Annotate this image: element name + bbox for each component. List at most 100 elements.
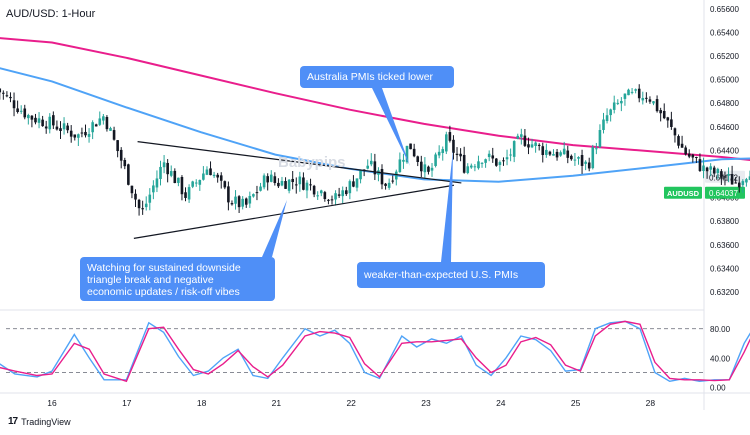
price-tick-label: 0.63600 xyxy=(710,241,739,250)
candle-body xyxy=(298,176,302,185)
candle-body xyxy=(430,167,434,171)
candle-body xyxy=(223,181,227,188)
price-tick-label: 0.64600 xyxy=(710,123,739,132)
candle-body xyxy=(9,96,12,99)
candle-body xyxy=(612,102,616,110)
candle-body xyxy=(620,100,623,104)
candle-body xyxy=(409,143,412,150)
candle-body xyxy=(491,155,495,159)
candle-body xyxy=(162,162,166,168)
candle-body xyxy=(623,93,627,99)
candle-body xyxy=(541,146,545,156)
candle-body xyxy=(130,185,134,194)
candle-body xyxy=(534,142,537,146)
candle-body xyxy=(119,149,123,161)
candle-body xyxy=(84,131,87,136)
candle-body xyxy=(634,89,637,91)
callout-us-pmi: weaker-than-expected U.S. PMIs xyxy=(357,262,545,288)
candle-body xyxy=(112,130,116,140)
candle-body xyxy=(52,115,55,126)
candle-body xyxy=(155,178,159,188)
candle-body xyxy=(437,151,441,156)
candle-body xyxy=(473,166,477,168)
candle-body xyxy=(487,153,491,158)
candle-body xyxy=(480,162,484,164)
candle-body xyxy=(355,178,359,188)
price-tick-label: 0.63800 xyxy=(710,217,739,226)
callout-watching-line-3: economic updates / risk-off vibes xyxy=(87,286,240,298)
candle-body xyxy=(59,128,62,132)
candle-body xyxy=(495,158,498,166)
candle-body xyxy=(659,110,662,114)
candle-body xyxy=(102,116,105,121)
candle-body xyxy=(677,136,680,146)
candle-body xyxy=(305,182,309,191)
candle-body xyxy=(616,102,620,104)
chart-title: AUD/USD: 1-Hour xyxy=(6,8,96,20)
candle-body xyxy=(244,198,248,205)
current-price-badge-text: 0.64037 xyxy=(709,189,738,198)
candle-body xyxy=(184,192,187,198)
candle-body xyxy=(652,101,655,104)
callout-us-pmi-pointer xyxy=(441,150,453,262)
candle-body xyxy=(462,154,466,173)
candle-body xyxy=(398,159,402,173)
candle-body xyxy=(348,181,352,194)
candle-body xyxy=(5,95,9,97)
candle-body xyxy=(602,119,605,130)
symbol-badge-text: AUDUSD xyxy=(667,189,700,198)
candle-body xyxy=(445,134,448,152)
candle-body xyxy=(505,157,509,160)
price-tick-label: 0.64800 xyxy=(710,99,739,108)
candle-body xyxy=(730,174,734,185)
candle-body xyxy=(434,154,437,166)
price-tick-label: 0.63400 xyxy=(710,264,739,273)
ma-fast-line xyxy=(0,67,750,183)
candle-body xyxy=(570,155,573,160)
candle-body xyxy=(109,128,112,131)
candle-body xyxy=(302,177,305,190)
candle-body xyxy=(548,151,552,155)
candle-body xyxy=(484,159,487,163)
candle-body xyxy=(98,118,102,125)
candle-body xyxy=(312,185,316,195)
candle-body xyxy=(673,128,677,136)
candle-body xyxy=(645,97,648,99)
candle-body xyxy=(720,171,723,178)
candle-body xyxy=(323,192,327,200)
candle-body xyxy=(455,153,459,155)
stoch-tick-label: 80.00 xyxy=(710,325,731,334)
candle-body xyxy=(627,89,630,96)
candle-body xyxy=(584,161,587,164)
candle-body xyxy=(327,199,330,201)
candle-body xyxy=(648,99,652,102)
candle-body xyxy=(562,148,566,155)
time-tick-label: 28 xyxy=(646,398,656,408)
candle-body xyxy=(230,203,234,205)
candle-body xyxy=(366,165,370,169)
candle-body xyxy=(87,133,91,137)
time-tick-label: 23 xyxy=(421,398,431,408)
candle-body xyxy=(427,166,430,172)
candle-body xyxy=(662,110,666,119)
candle-body xyxy=(573,159,577,161)
candle-body xyxy=(337,194,341,196)
callout-watching-line-1: Watching for sustained downside xyxy=(87,262,241,274)
candle-body xyxy=(384,183,387,186)
candle-body xyxy=(712,167,716,174)
candle-body xyxy=(587,162,591,169)
candle-body xyxy=(412,148,416,157)
price-tick-label: 0.65400 xyxy=(710,28,739,37)
candle-body xyxy=(234,196,237,204)
candles-group xyxy=(0,84,750,216)
candle-body xyxy=(716,168,720,174)
candle-body xyxy=(148,194,152,203)
candle-body xyxy=(698,159,702,171)
candle-body xyxy=(252,194,255,197)
watermark: Babypips xyxy=(278,154,346,171)
candle-body xyxy=(37,118,41,123)
candle-body xyxy=(702,165,705,172)
candle-body xyxy=(77,134,80,138)
candle-body xyxy=(69,130,73,137)
candle-body xyxy=(187,187,191,200)
